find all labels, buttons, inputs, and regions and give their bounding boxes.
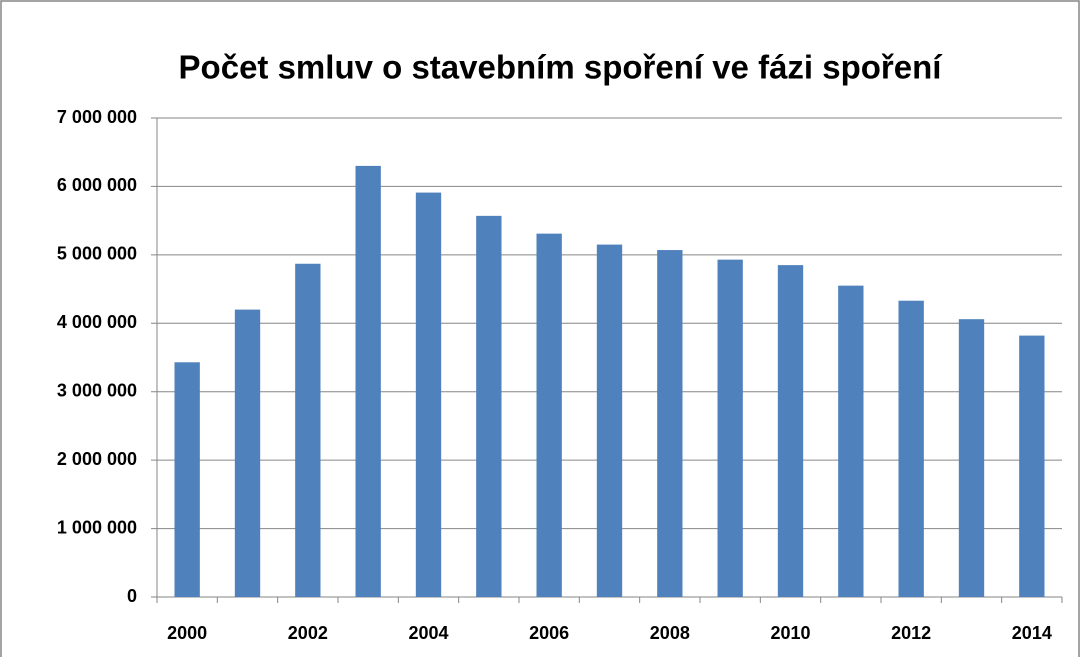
bar [1019,335,1045,597]
chart-title: Počet smluv o stavebním spoření ve fázi … [179,49,944,86]
x-tick-label: 2008 [650,623,690,643]
x-tick-label: 2004 [408,623,448,643]
bar [898,300,924,597]
x-tick-label: 2000 [167,623,207,643]
bar [657,250,683,597]
bar [415,192,442,597]
bar [596,244,623,598]
x-tick-label: 2010 [770,623,810,643]
bar [476,215,502,598]
x-tick-label: 2002 [288,623,328,643]
y-tick-label: 2 000 000 [57,449,137,469]
x-tick-label: 2014 [1012,623,1052,643]
bar [295,263,321,597]
bar [717,259,743,597]
y-tick-label: 7 000 000 [57,107,137,127]
y-tick-label: 6 000 000 [57,175,137,195]
y-tick-label: 3 000 000 [57,380,137,400]
bar [174,362,200,597]
x-tick-label: 2012 [891,623,931,643]
bar [838,285,864,597]
bar [536,233,562,597]
bar [355,165,381,597]
y-tick-label: 5 000 000 [57,244,137,264]
bar [234,309,261,597]
y-tick-label: 0 [127,586,137,606]
x-tick-label: 2006 [529,623,569,643]
y-tick-label: 4 000 000 [57,312,137,332]
y-tick-label: 1 000 000 [57,517,137,537]
bar [958,319,985,597]
bar [777,265,804,597]
